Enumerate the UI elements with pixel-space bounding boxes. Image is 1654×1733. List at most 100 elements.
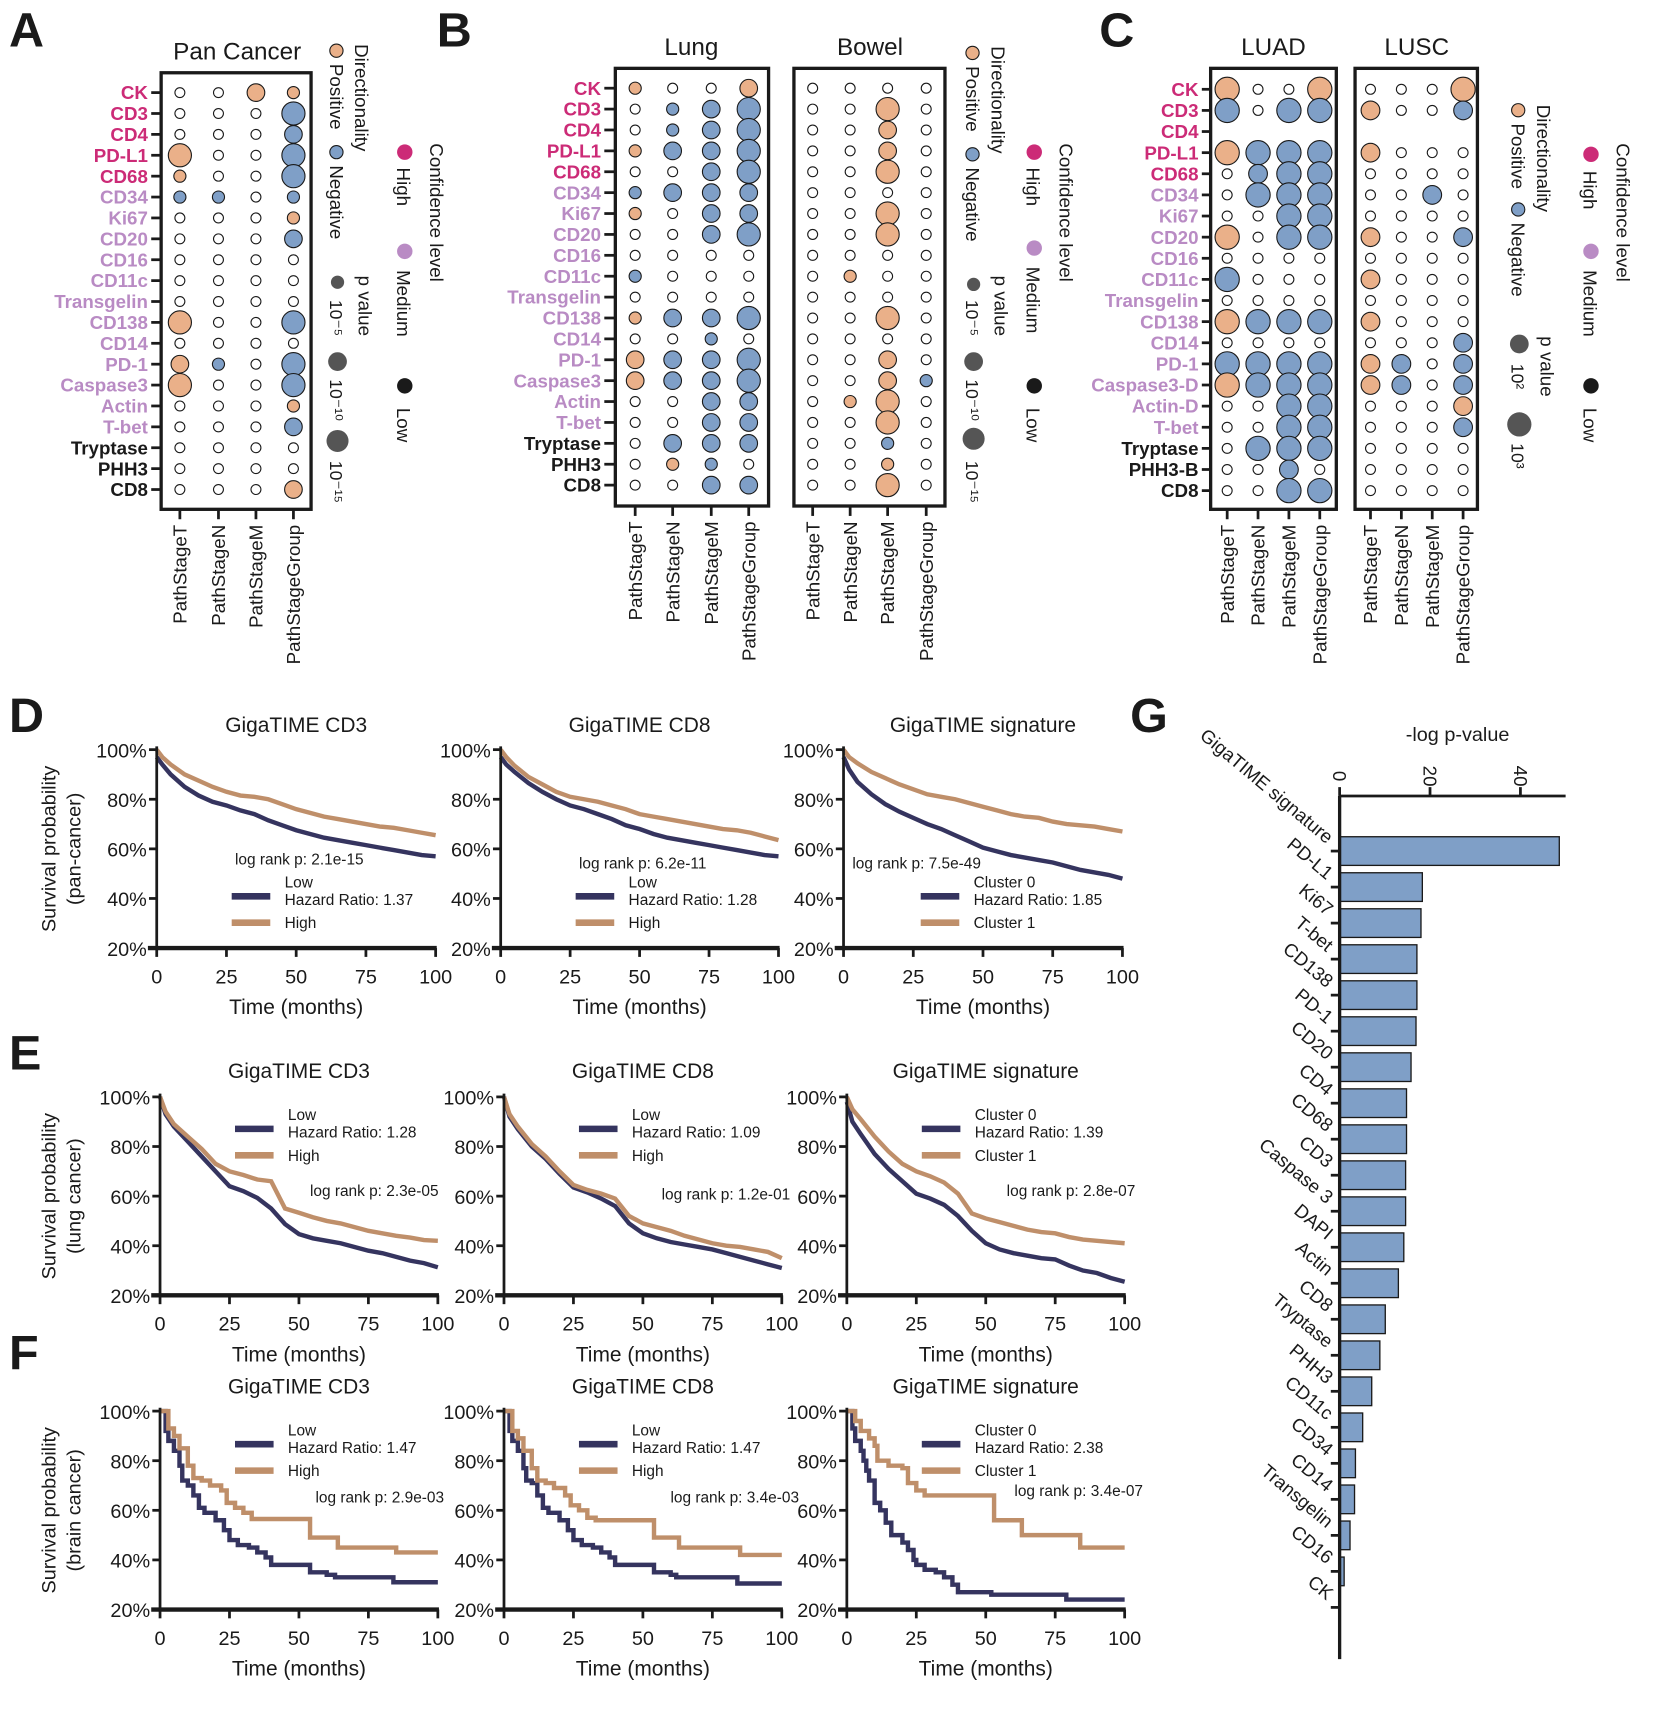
dot-not-significant xyxy=(1457,295,1469,307)
dot-positive xyxy=(878,120,898,140)
y-tick-label: 40% xyxy=(794,889,834,911)
dot-positive xyxy=(881,457,895,471)
dot-not-significant xyxy=(212,233,224,245)
dot-not-significant xyxy=(1457,316,1469,328)
panel-letter: F xyxy=(9,1326,39,1380)
y-axis-label: (lung cancer) xyxy=(64,1138,86,1254)
dot-positive xyxy=(1360,227,1381,248)
y-tick-label: 100% xyxy=(440,740,491,762)
survival-curve-high xyxy=(503,1408,782,1558)
dot-not-significant xyxy=(629,166,641,178)
survival-curve-high xyxy=(157,1096,438,1243)
dot-positive xyxy=(878,141,898,161)
dot-not-significant xyxy=(920,270,932,282)
dot-positive xyxy=(1450,76,1476,102)
x-tick-label: 0 xyxy=(841,1628,852,1650)
y-tick-label: 60% xyxy=(797,1187,837,1209)
legend-label: Positive xyxy=(326,64,347,130)
dot-not-significant xyxy=(174,337,186,349)
column-label: PathStageT xyxy=(625,521,646,620)
dot-not-significant xyxy=(1252,463,1264,476)
legend-title: p value xyxy=(1536,336,1557,396)
legend-confidence-dot xyxy=(397,144,413,160)
dot-negative xyxy=(663,308,683,328)
column-label: PathStageN xyxy=(1248,525,1269,626)
dot-not-significant xyxy=(287,337,299,349)
dot-negative xyxy=(739,475,759,495)
dot-not-significant xyxy=(1426,358,1438,370)
survival-curve-low xyxy=(157,1096,439,1270)
dot-negative xyxy=(1453,227,1474,248)
dot-negative xyxy=(281,372,306,398)
column-label: PathStageT xyxy=(802,521,823,620)
x-tick-label: 100 xyxy=(419,966,452,988)
dot-not-significant xyxy=(882,82,894,94)
x-tick-label: 0 xyxy=(498,1628,509,1650)
dot-positive xyxy=(1214,308,1240,335)
x-tick-label: 20 xyxy=(1419,766,1440,787)
dot-negative xyxy=(701,183,721,203)
row-label: Ki67 xyxy=(108,208,148,229)
row-label: CD16 xyxy=(553,245,601,266)
y-tick-label: 80% xyxy=(110,1451,150,1473)
bar xyxy=(1338,1268,1400,1299)
dot-negative xyxy=(281,164,306,189)
dot-negative xyxy=(1307,308,1333,335)
dot-not-significant xyxy=(1457,252,1469,264)
dot-not-significant xyxy=(629,479,641,491)
facet-frame xyxy=(613,66,771,508)
panel-A xyxy=(151,71,313,520)
column-label: PathStageM xyxy=(1422,525,1443,628)
legend-pvalue-dot xyxy=(1507,412,1532,437)
dot-negative xyxy=(1245,139,1271,166)
dot-negative xyxy=(736,117,761,143)
dot-not-significant xyxy=(1457,463,1469,476)
y-tick-label: 40% xyxy=(107,889,147,911)
dot-not-significant xyxy=(667,82,679,94)
row-label: Caspase3 xyxy=(60,375,147,396)
dot-negative xyxy=(701,162,721,182)
x-tick-label: 0 xyxy=(838,966,849,988)
row-label: T-bet xyxy=(103,416,149,437)
dot-not-significant xyxy=(1314,252,1326,264)
dot-not-significant xyxy=(844,145,856,157)
dot-not-significant xyxy=(1314,463,1326,476)
dot-not-significant xyxy=(844,124,856,136)
dot-negative xyxy=(701,392,721,411)
dot-negative xyxy=(281,143,306,168)
legend-pvalue-dot xyxy=(967,277,981,292)
dot-negative xyxy=(1276,435,1302,462)
km-plot-gigatime-cd8 xyxy=(495,1093,784,1305)
y-axis-label: (pan-cancer) xyxy=(64,793,86,905)
legend-pvalue-dot xyxy=(330,275,345,289)
x-tick-label: 25 xyxy=(559,966,581,988)
dot-not-significant xyxy=(250,254,262,266)
dot-negative xyxy=(1453,332,1474,353)
legend-positive-dot xyxy=(1511,103,1526,118)
survival-curve-cluster-0 xyxy=(841,756,1124,881)
dot-not-significant xyxy=(212,212,224,224)
x-tick-label: 0 xyxy=(151,966,162,988)
facet-title: Bowel xyxy=(837,34,903,61)
dot-not-significant xyxy=(212,421,224,433)
dot-not-significant xyxy=(807,291,819,303)
row-label: T-bet xyxy=(556,412,602,433)
bar xyxy=(1338,836,1560,867)
y-tick-label: 100% xyxy=(443,1402,494,1424)
hazard-ratio: Hazard Ratio: 1.28 xyxy=(629,892,758,909)
dot-negative xyxy=(1276,97,1302,124)
km-plot-gigatime-cd3 xyxy=(151,1093,440,1305)
y-tick-label: 100% xyxy=(443,1088,494,1110)
row-label: CD20 xyxy=(100,228,148,249)
x-tick-label: 25 xyxy=(905,1628,927,1650)
dot-negative xyxy=(919,374,933,388)
dot-not-significant xyxy=(212,379,224,391)
dot-not-significant xyxy=(287,463,299,475)
dot-not-significant xyxy=(920,228,932,240)
bar xyxy=(1338,1304,1386,1335)
row-label: CK xyxy=(121,82,149,103)
hazard-ratio: Hazard Ratio: 1.47 xyxy=(288,1440,417,1457)
x-tick-label: 50 xyxy=(285,966,307,988)
hazard-ratio: Hazard Ratio: 1.47 xyxy=(632,1440,761,1457)
dot-not-significant xyxy=(250,316,262,328)
